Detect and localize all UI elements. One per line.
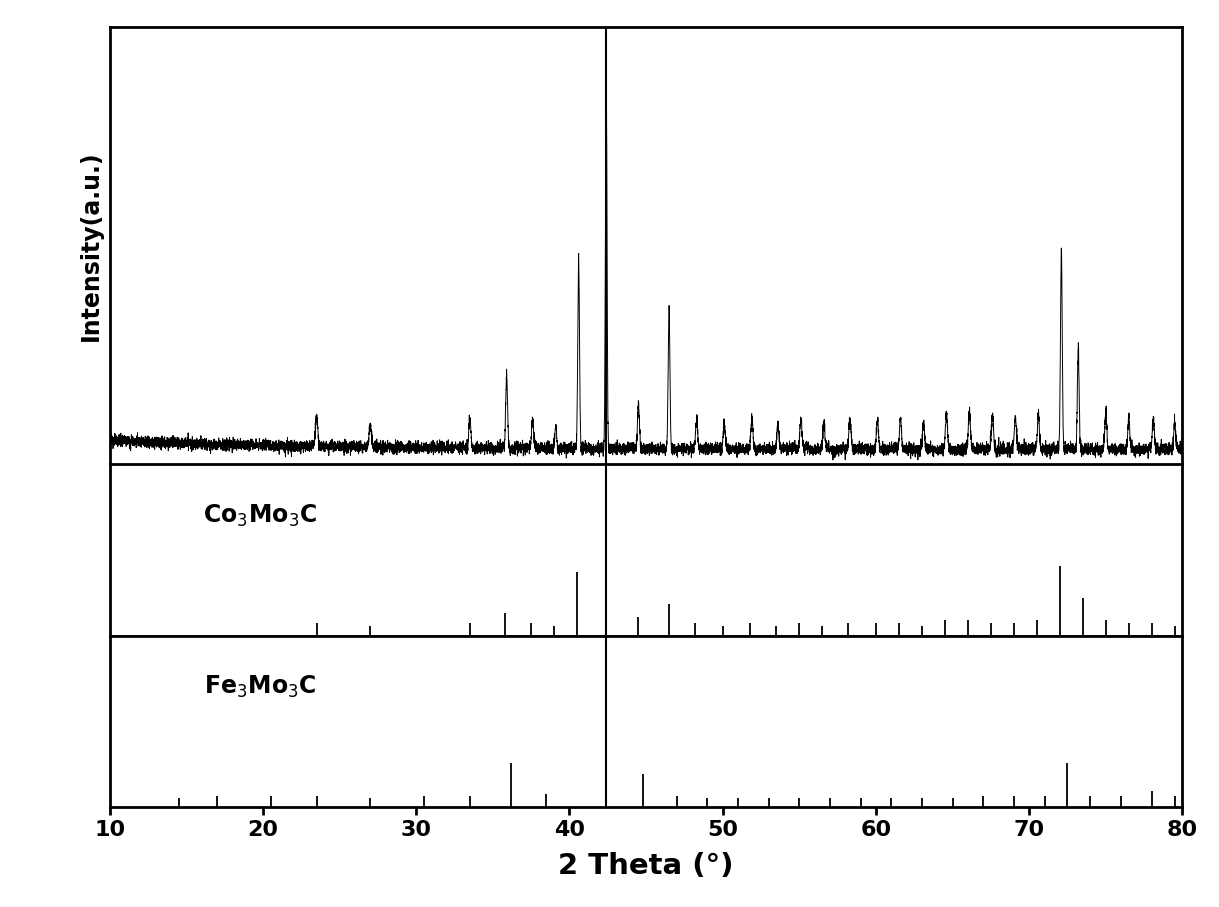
Text: Fe$_3$Mo$_3$C: Fe$_3$Mo$_3$C <box>204 674 316 700</box>
Y-axis label: Intensity(a.u.): Intensity(a.u.) <box>79 151 102 341</box>
Text: Co$_3$Mo$_3$C: Co$_3$Mo$_3$C <box>202 502 317 529</box>
X-axis label: 2 Theta (°): 2 Theta (°) <box>558 852 734 880</box>
